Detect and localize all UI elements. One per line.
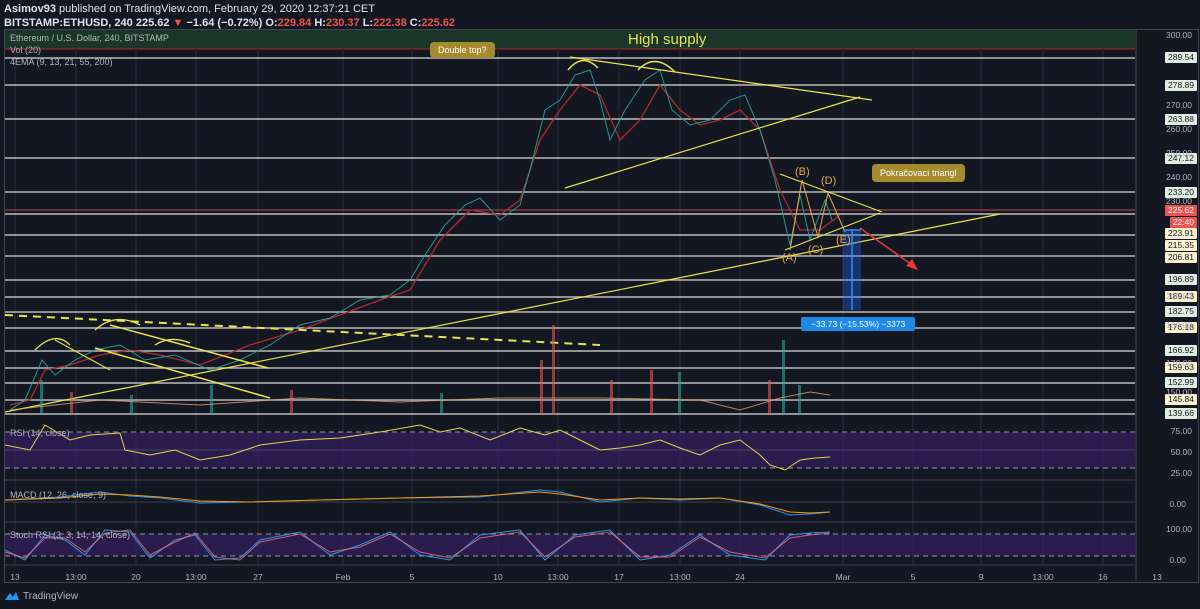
time-tick: 13:00 — [185, 572, 207, 582]
double-top-callout: Double top? — [430, 42, 495, 58]
time-tick: 24 — [735, 572, 745, 582]
price-tick: 260.00 — [1166, 124, 1192, 134]
price-level-label: 289.54 — [1165, 52, 1197, 63]
ema-legend[interactable]: 4EMA (9, 13, 21, 55, 200) — [10, 57, 113, 67]
low-value: 222.38 — [373, 17, 407, 29]
price-level-label: 247.12 — [1165, 153, 1197, 164]
price-level-label: 206.81 — [1165, 252, 1197, 263]
time-tick: 20 — [131, 572, 141, 582]
time-tick: 13:00 — [65, 572, 87, 582]
time-tick: 17 — [614, 572, 624, 582]
triangle-callout: Pokračovací triangl — [872, 164, 965, 182]
wave-a-label: (A) — [782, 252, 797, 264]
price-level-label: 166.92 — [1165, 345, 1197, 356]
price-level-label: 189.43 — [1165, 291, 1197, 302]
price-level-label: 139.66 — [1165, 408, 1197, 419]
rsi-tick: 75.00 — [1170, 426, 1192, 436]
open-label: O: — [265, 17, 278, 29]
price-tick: 240.00 — [1166, 172, 1192, 182]
time-tick: 27 — [253, 572, 263, 582]
author-name[interactable]: Asimov93 — [4, 3, 56, 15]
price-level-label: 215.35 — [1165, 240, 1197, 251]
price-tick: 170.00 — [1166, 358, 1192, 368]
price-tick: 270.00 — [1166, 100, 1192, 110]
price-tick: 200.00 — [1166, 291, 1192, 301]
wave-c-label: (C) — [808, 244, 824, 256]
brand-name: TradingView — [23, 590, 79, 602]
high-value: 230.37 — [325, 17, 360, 29]
price-tick: 230.00 — [1166, 196, 1192, 206]
price-tick: 300.00 — [1166, 30, 1192, 40]
time-tick: 13:00 — [547, 572, 569, 582]
price-level-label: 152.99 — [1165, 377, 1197, 388]
close-value: 225.62 — [421, 17, 456, 29]
time-tick: 9 — [978, 572, 984, 582]
rsi-tick: 50.00 — [1170, 447, 1192, 457]
price-level-label: 233.20 — [1165, 187, 1197, 198]
price-tick: 250.00 — [1166, 148, 1192, 158]
high-supply-label: High supply — [628, 31, 707, 48]
down-arrow-icon: ▼ — [172, 17, 184, 29]
macd-legend[interactable]: MACD (12, 26, close, 9) — [10, 490, 107, 500]
price-level-label: 182.75 — [1165, 306, 1197, 317]
wave-d-label: (D) — [821, 175, 837, 187]
tradingview-logo-icon — [5, 592, 19, 600]
symbol-info: BITSTAMP:ETHUSD, 240 225.62 ▼ −1.64 (−0.… — [4, 16, 455, 30]
wave-b-label: (B) — [795, 166, 810, 178]
open-value: 229.84 — [277, 17, 312, 29]
countdown-badge: 22:40 — [1169, 217, 1197, 228]
time-tick: 10 — [493, 572, 503, 582]
close-label: C: — [409, 17, 422, 29]
stoch-tick: 0.00 — [1169, 555, 1186, 565]
price-level-label: 176.18 — [1165, 322, 1197, 333]
price-level-label: 278.89 — [1165, 80, 1197, 91]
time-tick: 5 — [409, 572, 415, 582]
price-level-label: 145.84 — [1165, 394, 1197, 405]
time-tick: Mar — [835, 572, 851, 582]
rsi-tick: 25.00 — [1170, 468, 1192, 478]
publish-info: Asimov93 published on TradingView.com, F… — [4, 2, 375, 16]
price-change: −1.64 (−0.72%) — [186, 17, 263, 29]
rsi-legend[interactable]: RSI (14, close) — [10, 428, 70, 438]
price-level-label: 263.88 — [1165, 114, 1197, 125]
high-label: H: — [314, 17, 326, 29]
macd-tick: 0.00 — [1169, 499, 1186, 509]
symbol: BITSTAMP:ETHUSD, 240 — [4, 17, 133, 29]
measure-label: −33.73 (−15.53%) −3373 — [801, 317, 916, 331]
low-label: L: — [362, 17, 374, 29]
main-legend[interactable]: Ethereum / U.S. Dollar, 240, BITSTAMP — [10, 33, 169, 43]
time-tick: Feb — [335, 572, 351, 582]
last-price: 225.62 — [135, 17, 170, 29]
price-level-label: 223.91 — [1165, 228, 1197, 239]
vol-legend[interactable]: Vol (20) — [10, 45, 42, 55]
time-tick: 16 — [1098, 572, 1108, 582]
stoch-tick: 100.00 — [1166, 524, 1192, 534]
stoch-legend[interactable]: Stoch RSI (3, 3, 14, 14, close) — [10, 530, 131, 540]
price-level-label: 196.89 — [1165, 274, 1197, 285]
time-tick: 13:00 — [1032, 572, 1054, 582]
price-tick: 180.00 — [1166, 320, 1192, 330]
published-text: published on TradingView.com, February 2… — [59, 3, 375, 15]
time-tick: 13:00 — [669, 572, 691, 582]
current-price-badge: 225.62 — [1165, 205, 1197, 216]
time-tick: 13 — [10, 572, 20, 582]
time-tick: 13 — [1152, 572, 1162, 582]
time-tick: 5 — [910, 572, 916, 582]
wave-e-label: (E) — [836, 234, 851, 246]
chart-frame — [4, 29, 1199, 583]
tradingview-brand[interactable]: TradingView — [4, 590, 78, 602]
price-tick: 150.00 — [1166, 387, 1192, 397]
price-level-label: 159.63 — [1165, 362, 1197, 373]
